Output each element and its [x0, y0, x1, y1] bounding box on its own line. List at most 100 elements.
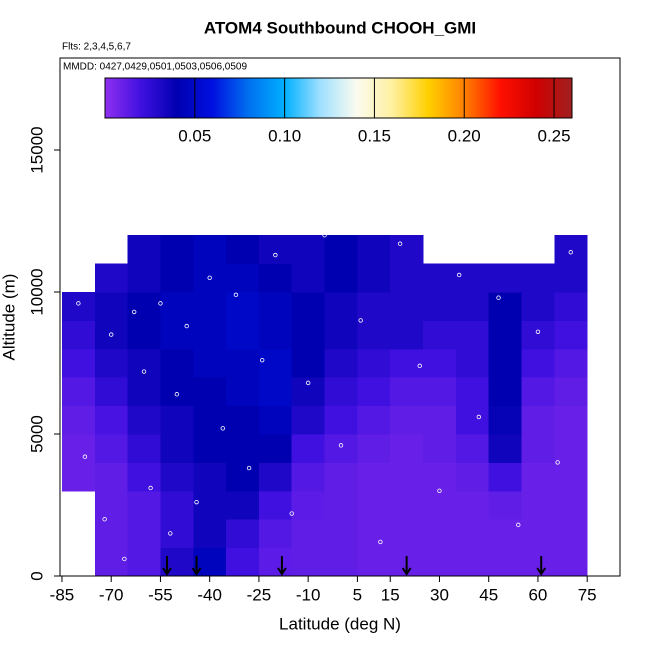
heat-cell	[226, 405, 260, 435]
observation	[246, 465, 252, 471]
heat-cell	[61, 348, 96, 378]
heat-cell	[324, 377, 358, 407]
heat-cell	[193, 519, 227, 549]
heat-cell	[554, 519, 588, 549]
observation	[322, 233, 327, 238]
heat-cell	[258, 320, 293, 350]
heat-cell	[324, 348, 358, 378]
heat-cell	[455, 519, 490, 549]
heat-cell	[127, 292, 161, 321]
heat-cell	[455, 377, 490, 407]
note: MMDD: 0427,0429,0501,0503,0506,0509	[63, 62, 247, 73]
heat-cell	[61, 462, 96, 492]
heat-cell	[258, 519, 293, 549]
observation	[338, 443, 344, 448]
heat-cell	[390, 434, 424, 463]
heat-cell	[291, 377, 326, 407]
heat-cell	[127, 490, 161, 520]
heat-cell	[160, 292, 194, 321]
heat-cell	[423, 490, 457, 520]
heat-cell	[488, 462, 523, 492]
observation	[568, 250, 573, 255]
heat-cell	[423, 547, 457, 577]
heat-cell	[291, 405, 326, 435]
heat-cell	[554, 320, 588, 350]
heat-cell	[291, 519, 326, 549]
heat-cell	[324, 292, 358, 321]
heat-cell	[357, 462, 391, 492]
x-tick-label: -70	[99, 585, 124, 604]
heat-cell	[94, 292, 129, 321]
heat-cell	[193, 462, 227, 492]
heat-cell	[357, 434, 391, 463]
observation	[496, 295, 501, 300]
colorbar-tick-label: 0.20	[448, 126, 481, 145]
heat-cell	[423, 320, 457, 350]
flight-arrow	[401, 556, 412, 576]
heat-cell	[94, 263, 129, 293]
observation	[158, 301, 163, 306]
heat-cell	[390, 405, 424, 435]
heat-cell	[226, 434, 260, 463]
observation	[476, 414, 482, 420]
observation	[141, 369, 147, 374]
heat-cell	[324, 547, 358, 577]
colorbar-tick-label: 0.25	[537, 126, 570, 145]
heat-cell	[554, 490, 588, 520]
heat-cell	[127, 519, 161, 549]
heat-cell	[357, 405, 391, 435]
observation	[174, 392, 180, 397]
y-tick-label: 15000	[27, 126, 46, 173]
heat-cell	[455, 292, 490, 321]
heat-cell	[324, 434, 358, 463]
heat-cell	[61, 405, 96, 435]
heat-cell	[324, 462, 358, 492]
heat-cell	[357, 490, 391, 520]
observation	[102, 517, 107, 522]
heat-cell	[357, 235, 391, 265]
heat-cell	[258, 547, 293, 577]
observation	[109, 332, 114, 337]
heat-cell	[127, 547, 161, 577]
heat-cell	[521, 490, 555, 520]
heat-cell	[291, 547, 326, 577]
heat-cell	[554, 462, 588, 492]
heat-cell	[324, 519, 358, 549]
x-tick-label: 15	[381, 585, 400, 604]
observation	[516, 522, 521, 528]
heat-cell	[455, 320, 490, 350]
heat-cell	[324, 263, 358, 293]
observation	[168, 531, 173, 536]
subtitle: Flts: 2,3,4,5,6,7	[62, 42, 131, 53]
flight-arrow	[162, 556, 172, 576]
heat-cell	[193, 263, 227, 293]
heat-cell	[291, 320, 326, 350]
heat-cell	[258, 462, 293, 492]
heat-cell	[521, 434, 555, 463]
plot-frame	[59, 57, 621, 577]
heat-cell	[423, 519, 457, 549]
heat-cell	[488, 320, 523, 350]
heat-cell	[160, 519, 194, 549]
observation	[305, 380, 311, 386]
heat-cell	[94, 405, 129, 435]
heat-cell	[521, 377, 555, 407]
observation	[358, 318, 363, 323]
observation	[378, 539, 383, 545]
heat-cell	[423, 405, 457, 435]
y-tick-label: 5000	[27, 415, 46, 453]
heat-cell	[258, 434, 293, 463]
colorbar	[104, 77, 573, 119]
heat-cell	[226, 519, 260, 549]
heat-cell	[423, 292, 457, 321]
heat-cell	[160, 320, 194, 350]
heat-cell	[455, 547, 490, 577]
observation	[233, 292, 239, 298]
heat-cell	[554, 547, 588, 577]
heat-cell	[160, 377, 194, 407]
heat-cell	[160, 348, 194, 378]
x-tick-label: -40	[197, 585, 222, 604]
heat-cell	[226, 348, 260, 378]
heat-cell	[390, 320, 424, 350]
heat-cell	[291, 462, 326, 492]
